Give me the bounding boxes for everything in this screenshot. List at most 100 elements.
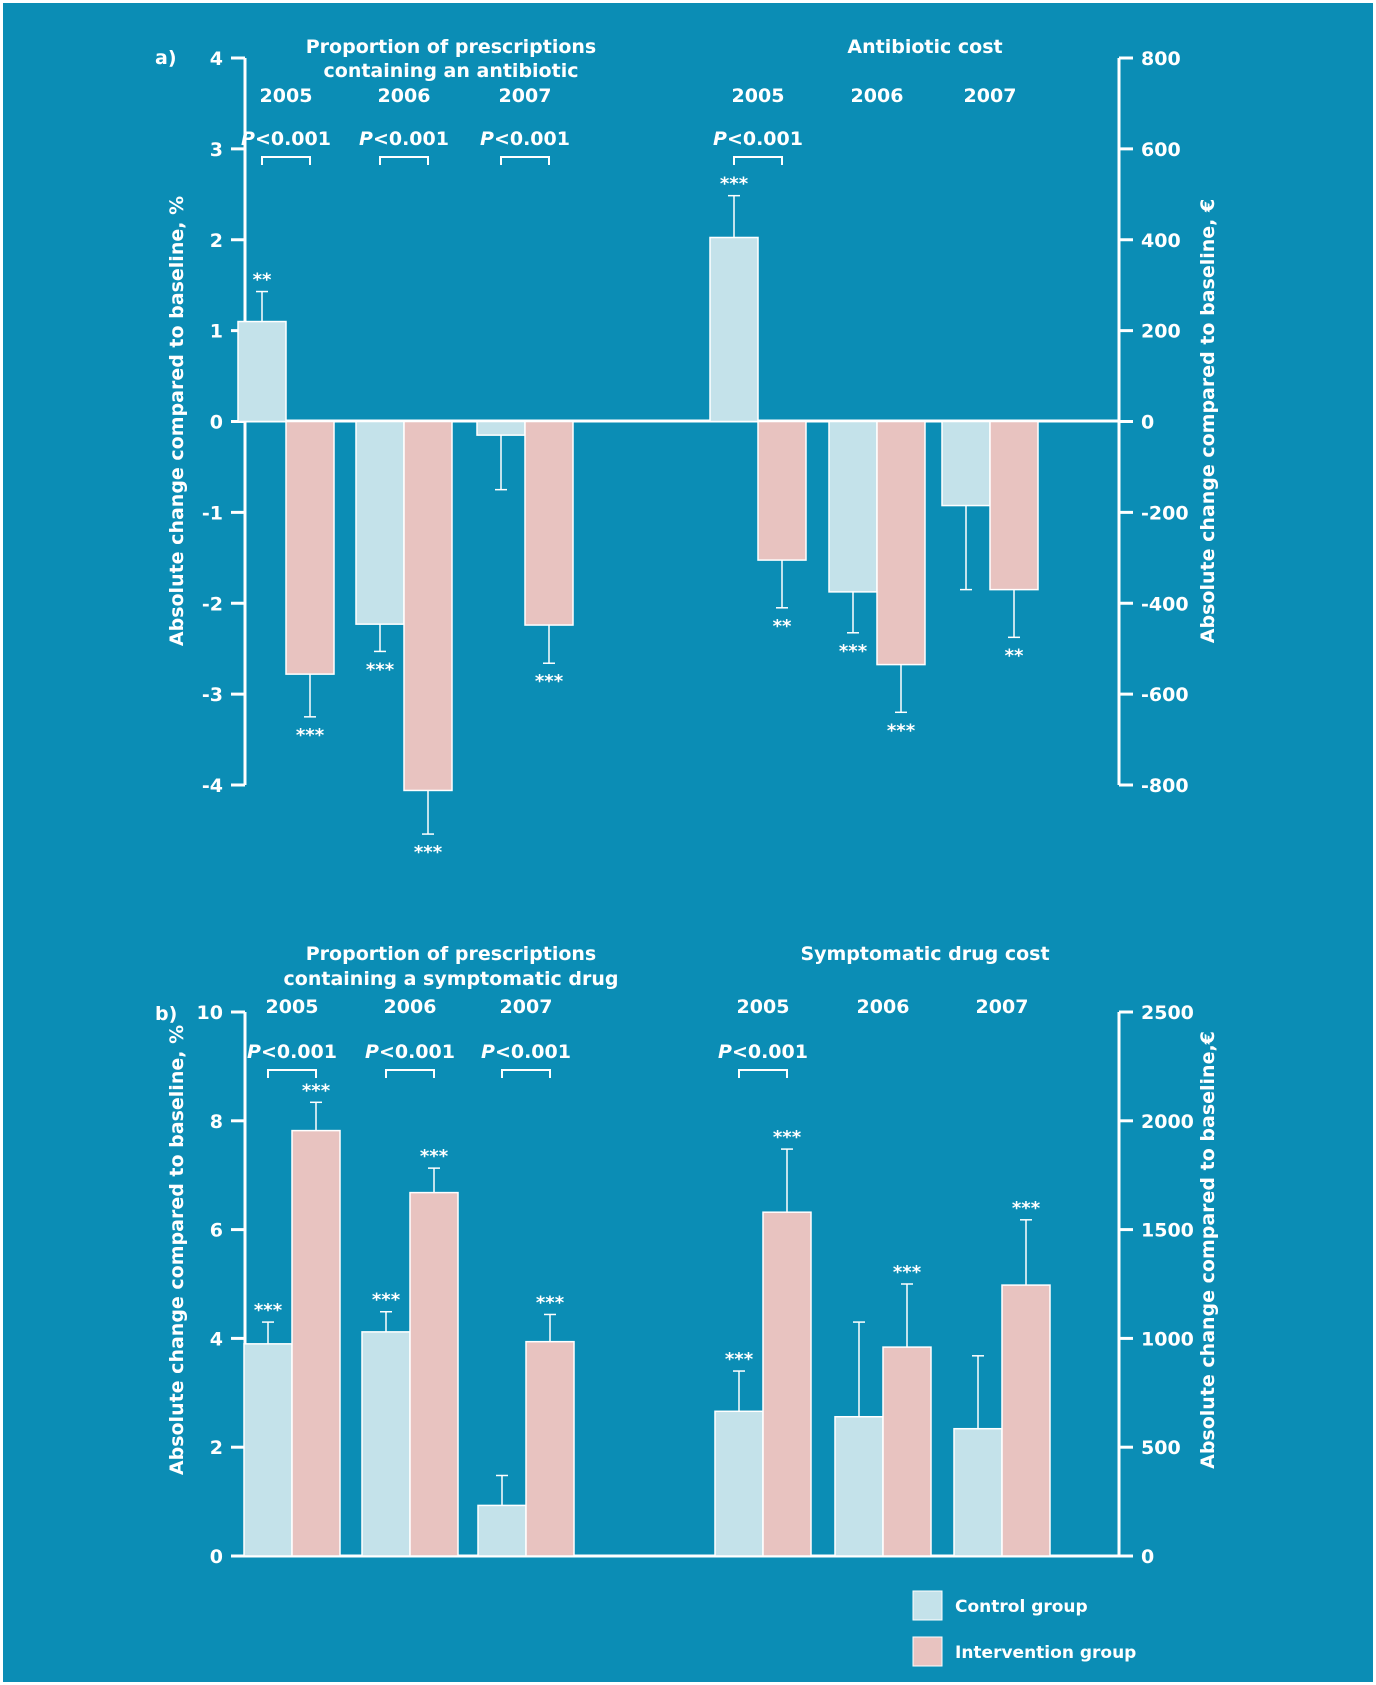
panel-b-left-tick-label: 4 [210, 1328, 223, 1350]
panel-b-pvalue-label: P<0.001 [365, 1041, 455, 1063]
panel-a-right-tick-label: -200 [1141, 502, 1189, 524]
panel-a-left-tick-label: -1 [202, 502, 223, 524]
panel-a-control-bar [941, 420, 991, 507]
panel-a-intervention-significance: ** [1005, 645, 1024, 666]
panel-a-left-tick-label: 0 [210, 412, 223, 434]
panel-b-intervention-bar [525, 1340, 575, 1557]
panel-a-group-1-title-line-2: containing an antibiotic [324, 60, 579, 82]
panel-a-right-tick-label: 200 [1141, 321, 1181, 343]
panel-a-right-tick-label: 800 [1141, 48, 1181, 70]
panel-b-pvalue-bracket [267, 1069, 317, 1078]
panel-a-left-tick-label: -3 [202, 684, 223, 706]
panel-a-label: a) [155, 47, 177, 69]
panel-a: a) Absolute change compared to baseline,… [155, 36, 1219, 863]
panel-a-pvalue-label: P<0.001 [241, 128, 331, 150]
panel-a-year-label: 2007 [964, 85, 1017, 107]
panel-a-control-bar [355, 420, 405, 625]
panel-a-intervention-bar [757, 420, 807, 561]
panel-a-year-label: 2006 [851, 85, 904, 107]
panel-a-pvalue-bracket [733, 156, 783, 165]
panel-a-intervention-significance: ** [773, 616, 792, 637]
panel-a-pvalue-label: P<0.001 [359, 128, 449, 150]
panel-a-left-tick-label: -2 [202, 593, 223, 615]
panel-b-right-tick-label: 1000 [1141, 1328, 1194, 1350]
panel-a-year-label: 2005 [260, 85, 313, 107]
panel-b-left-tick-label: 6 [210, 1220, 223, 1242]
panel-a-intervention-significance: *** [414, 842, 443, 863]
panel-b-intervention-bar [291, 1129, 341, 1557]
panel-b-pvalue-label: P<0.001 [718, 1041, 808, 1063]
panel-b-right-axis-label: Absolute change compared to baseline,€ [1197, 1031, 1219, 1469]
panel-b-year-label: 2005 [737, 996, 790, 1018]
panel-b-year-label: 2005 [266, 996, 319, 1018]
panel-a-intervention-significance: *** [296, 725, 325, 746]
panel-a-intervention-bar [285, 420, 335, 675]
panel-a-right-axis-label: Absolute change compared to baseline, € [1197, 199, 1219, 643]
panel-b-right-tick-label: 1500 [1141, 1220, 1194, 1242]
figure-background [3, 3, 1373, 1682]
panel-a-left-axis-label: Absolute change compared to baseline, % [166, 196, 188, 646]
panel-b-year-label: 2007 [976, 996, 1029, 1018]
panel-b-year-label: 2006 [857, 996, 910, 1018]
panel-b-intervention-bar [882, 1346, 932, 1557]
panel-b-year-label: 2007 [500, 996, 553, 1018]
panel-a-left-tick-label: 3 [210, 139, 223, 161]
panel-b-control-bar [477, 1504, 527, 1557]
panel-b-intervention-significance: *** [893, 1262, 922, 1283]
panel-b-pvalue-bracket [738, 1069, 788, 1078]
panel-b-control-bar [361, 1331, 411, 1557]
panel-b-control-bar [714, 1410, 764, 1557]
panel-b-plot: 10 8 6 4 2 0 2500 2000 1500 1000 500 0 2005 P<0.001 **… [197, 996, 1194, 1568]
panel-a-left-tick-label: 2 [210, 230, 223, 252]
panel-a-group-2-title: Antibiotic cost [847, 36, 1002, 58]
legend-control-label: Control group [955, 1597, 1088, 1617]
panel-b-control-significance: *** [725, 1349, 754, 1370]
panel-a-control-bar [828, 420, 878, 593]
panel-b-right-tick-label: 2000 [1141, 1111, 1194, 1133]
panel-a-year-label: 2005 [732, 85, 785, 107]
panel-b-control-significance: *** [372, 1290, 401, 1311]
panel-b-right-tick-label: 500 [1141, 1437, 1181, 1459]
panel-b-intervention-bar [409, 1191, 459, 1557]
panel-b-left-tick-label: 2 [210, 1437, 223, 1459]
panel-a-right-tick-label: 0 [1141, 412, 1154, 434]
panel-a-right-tick-label: 400 [1141, 230, 1181, 252]
panel-b-right-tick-label: 0 [1141, 1546, 1154, 1568]
legend-intervention-label: Intervention group [955, 1643, 1136, 1663]
legend: Control group Intervention group [912, 1590, 1136, 1667]
panel-b-group-1-title-line-1: Proportion of prescriptions [306, 943, 597, 965]
panel-a-intervention-bar [989, 420, 1039, 591]
panel-a-control-significance: ** [253, 270, 272, 291]
panel-b-control-bar [834, 1415, 884, 1557]
panel-b-intervention-bar [762, 1211, 812, 1557]
panel-a-year-label: 2007 [499, 85, 552, 107]
panel-a-intervention-bar [876, 420, 926, 666]
panel-a-control-significance: *** [839, 641, 868, 662]
panel-a-left-tick-label: 1 [210, 321, 223, 343]
panel-b-control-bar [953, 1427, 1003, 1557]
panel-a-left-tick-label: -4 [202, 775, 223, 797]
panel-b-intervention-significance: *** [773, 1127, 802, 1148]
panel-b-pvalue-label: P<0.001 [247, 1041, 337, 1063]
panel-b-left-axis-label: Absolute change compared to baseline, % [166, 1025, 188, 1475]
panel-a-pvalue-bracket [261, 156, 311, 165]
panel-b-left-tick-label: 0 [210, 1546, 223, 1568]
panel-a-left-tick-label: 4 [210, 48, 223, 70]
panel-b-right-tick-label: 2500 [1141, 1002, 1194, 1024]
panel-b: b) Absolute change compared to baseline,… [155, 943, 1219, 1568]
panel-b-pvalue-bracket [501, 1069, 551, 1078]
panel-b-label: b) [155, 1003, 177, 1025]
legend-intervention-swatch [912, 1636, 943, 1667]
panel-b-intervention-significance: *** [302, 1080, 331, 1101]
panel-a-right-tick-label: -800 [1141, 775, 1189, 797]
panel-b-control-significance: *** [254, 1300, 283, 1321]
panel-b-pvalue-label: P<0.001 [481, 1041, 571, 1063]
panel-b-pvalue-bracket [385, 1069, 435, 1078]
panel-b-intervention-significance: *** [1012, 1198, 1041, 1219]
panel-b-intervention-bar [1001, 1284, 1051, 1557]
panel-a-year-label: 2006 [378, 85, 431, 107]
panel-b-intervention-significance: *** [536, 1292, 565, 1313]
panel-a-control-significance: *** [720, 174, 749, 195]
panel-b-intervention-significance: *** [420, 1146, 449, 1167]
